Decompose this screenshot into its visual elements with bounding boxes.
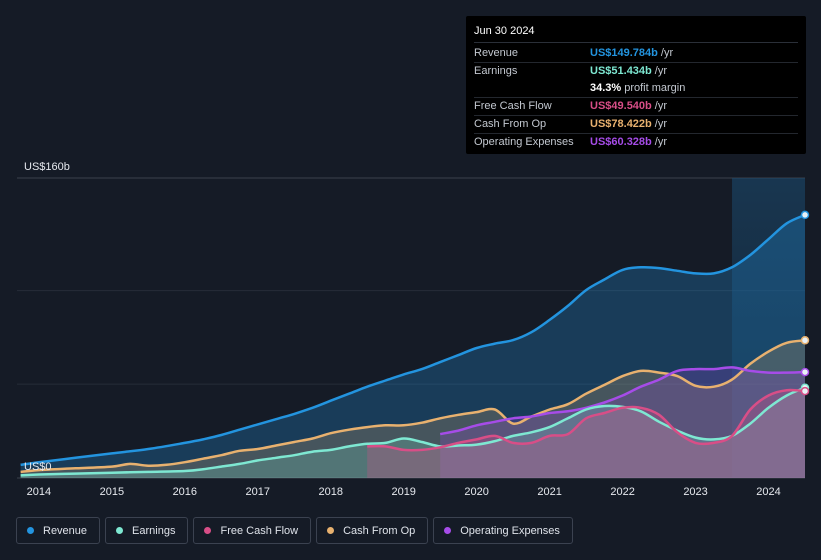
- tooltip-opex-value: US$60.328b: [590, 136, 652, 148]
- revenue-end-point: [800, 210, 810, 220]
- tooltip-cfo-label: Cash From Op: [474, 118, 547, 130]
- tooltip-margin-value: 34.3%: [590, 82, 622, 94]
- tooltip-unit: /yr: [654, 100, 667, 112]
- x-tick-label: 2017: [246, 486, 270, 498]
- revenue-dot-icon: [27, 527, 34, 534]
- legend-revenue-label: Revenue: [43, 524, 88, 537]
- cfo-dot-icon: [327, 527, 335, 534]
- tooltip-earnings-value: US$51.434b: [590, 65, 652, 77]
- tooltip-revenue-value: US$149.784b: [590, 47, 658, 59]
- cfo-area: [20, 340, 806, 478]
- legend-item-earnings[interactable]: Earnings: [105, 517, 189, 544]
- x-tick-label: 2015: [100, 486, 124, 498]
- tooltip-opex-label: Operating Expenses: [474, 136, 574, 148]
- tooltip-panel: Jun 30 2024 Revenue US$149.784b /yr Earn…: [466, 16, 806, 154]
- x-tick-label: 2019: [391, 486, 415, 498]
- opex-end-point: [800, 367, 810, 377]
- tooltip-unit: /yr: [654, 136, 667, 148]
- tooltip-earnings-label: Earnings: [474, 65, 518, 77]
- legend-item-revenue[interactable]: Revenue: [16, 517, 101, 544]
- tooltip-fcf-label: Free Cash Flow: [474, 100, 552, 112]
- legend-fcf-label: Free Cash Flow: [220, 524, 299, 537]
- cfo-line: [20, 339, 806, 474]
- fcf-dot-icon: [204, 527, 212, 534]
- legend-earnings-label: Earnings: [132, 524, 176, 537]
- tooltip-margin-text: profit margin: [624, 82, 686, 94]
- legend-cfo-label: Cash From Op: [343, 524, 416, 537]
- fcf-line: [367, 388, 806, 452]
- tooltip-date: Jun 30 2024: [474, 24, 798, 43]
- legend-item-cfo[interactable]: Cash From Op: [316, 517, 429, 544]
- opex-line: [439, 366, 806, 436]
- x-tick-label: 2020: [464, 486, 488, 498]
- x-tick-label: 2016: [173, 486, 197, 498]
- legend-item-opex[interactable]: Operating Expenses: [433, 517, 573, 544]
- y-axis-bottom-label: US$0: [24, 461, 52, 473]
- tooltip-row-fcf: Free Cash Flow US$49.540b /yr: [474, 98, 798, 116]
- legend-item-fcf[interactable]: Free Cash Flow: [193, 517, 312, 544]
- legend: Revenue Earnings Free Cash Flow Cash Fro…: [16, 517, 573, 544]
- x-tick-label: 2018: [318, 486, 342, 498]
- x-tick-label: 2014: [27, 486, 51, 498]
- tooltip-row-earnings: Earnings US$51.434b /yr: [474, 63, 798, 80]
- x-tick-label: 2021: [537, 486, 561, 498]
- tooltip-cfo-value: US$78.422b: [590, 118, 652, 130]
- tooltip-row-cfo: Cash From Op US$78.422b /yr: [474, 116, 798, 134]
- tooltip-row-opex: Operating Expenses US$60.328b /yr: [474, 134, 798, 151]
- y-axis-top-label: US$160b: [24, 161, 70, 173]
- fcf-area: [367, 390, 805, 478]
- opex-area: [440, 367, 805, 478]
- tooltip-row-revenue: Revenue US$149.784b /yr: [474, 45, 798, 63]
- opex-dot-icon: [444, 527, 452, 534]
- tooltip-row-margin: 34.3% profit margin: [474, 80, 798, 98]
- tooltip-fcf-value: US$49.540b: [590, 100, 652, 112]
- tooltip-unit: /yr: [654, 65, 667, 77]
- x-tick-label: 2024: [756, 486, 780, 498]
- revenue-line: [20, 213, 806, 467]
- legend-opex-label: Operating Expenses: [460, 524, 560, 537]
- x-tick-label: 2023: [683, 486, 707, 498]
- earnings-dot-icon: [116, 527, 124, 534]
- x-tick-label: 2022: [610, 486, 634, 498]
- tooltip-revenue-label: Revenue: [474, 47, 519, 59]
- fcf-end-point: [800, 386, 810, 396]
- tooltip-unit: /yr: [654, 118, 667, 130]
- tooltip-unit: /yr: [660, 47, 674, 59]
- cfo-end-point: [800, 336, 810, 345]
